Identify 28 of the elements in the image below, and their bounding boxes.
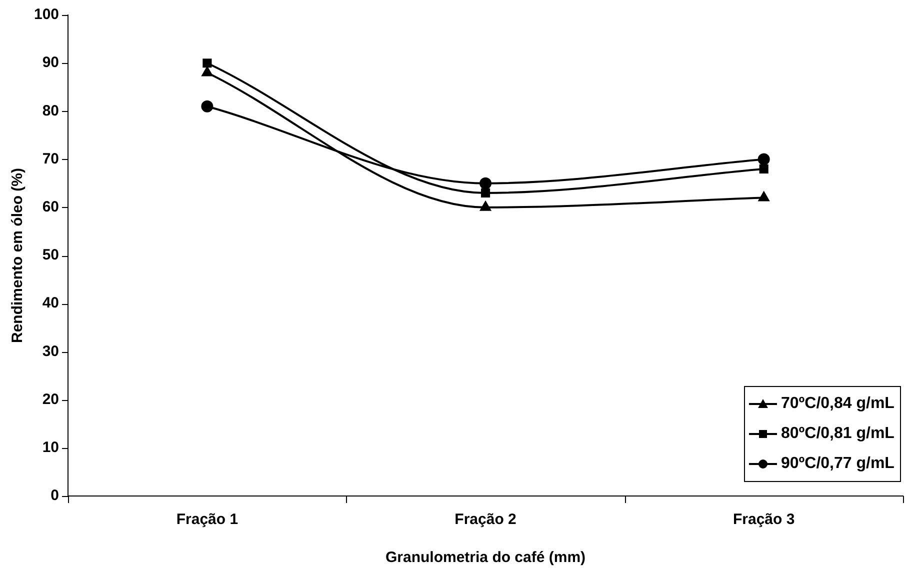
point [758,153,770,166]
y-tick-label: 10 [42,439,60,456]
point [202,66,213,76]
y-axis-title: Rendimento em óleo (%) [9,168,26,344]
y-tick-label: 50 [42,246,60,264]
y-tick-label: 100 [34,6,60,24]
y-tick-label: 30 [42,342,60,360]
y-tick-label: 20 [42,390,60,408]
point [480,188,490,198]
y-tick-label: 70 [42,150,60,168]
y-tick-label: 60 [42,198,60,216]
y-tick-label: 0 [50,487,60,504]
point [201,100,214,112]
x-tick-label: Fração 3 [732,511,795,528]
x-tick-label: Fração 2 [454,511,516,528]
x-tick-label: Fração 1 [176,511,238,528]
legend-label: 90ºC/0,77 g/mL [781,455,894,473]
y-tick-label: 40 [42,294,60,312]
y-tick-label: 80 [42,102,60,120]
y-tick-label: 90 [42,54,60,72]
legend-label: 70ºC/0,84 g/mL [781,395,894,413]
point [480,201,491,211]
point [480,177,492,190]
point [202,58,212,68]
point [759,164,768,174]
point [758,192,770,202]
x-axis-title: Granulometria do café (mm) [385,549,586,566]
legend-label: 80ºC/0,81 g/mL [781,425,894,443]
